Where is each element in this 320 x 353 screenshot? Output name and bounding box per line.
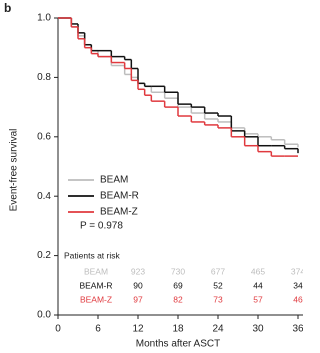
risk-count: 465 xyxy=(251,266,265,276)
legend-label: BEAM-R xyxy=(100,191,139,202)
x-tick-label: 12 xyxy=(132,324,144,335)
risk-count: 97 xyxy=(133,294,143,304)
risk-count: 374 xyxy=(291,266,303,276)
risk-count: 46 xyxy=(293,294,303,304)
risk-row-label: BEAM-R xyxy=(79,280,112,290)
y-tick-label: 1.0 xyxy=(37,13,51,24)
risk-count: 34 xyxy=(293,280,303,290)
x-tick-label: 24 xyxy=(212,324,224,335)
y-tick-label: 0.2 xyxy=(37,250,51,261)
y-tick-label: 0.8 xyxy=(37,72,51,83)
risk-row-label: BEAM xyxy=(84,266,108,276)
chart: b Event-free survival Months after ASCT … xyxy=(4,1,303,350)
risk-row-label: BEAM-Z xyxy=(80,294,112,304)
panel-label: b xyxy=(4,1,11,15)
y-tick-label: 0.0 xyxy=(37,310,51,321)
risk-count: 923 xyxy=(131,266,145,276)
risk-count: 57 xyxy=(253,294,263,304)
risk-count: 73 xyxy=(213,294,223,304)
x-tick-label: 18 xyxy=(172,324,184,335)
risk-count: 730 xyxy=(171,266,185,276)
legend-label: BEAM xyxy=(100,175,128,186)
risk-count: 677 xyxy=(211,266,225,276)
x-axis-label: Months after ASCT xyxy=(136,339,220,350)
y-tick-label: 0.6 xyxy=(37,131,51,142)
risk-count: 44 xyxy=(253,280,263,290)
x-tick-label: 0 xyxy=(55,324,61,335)
risk-table-title: Patients at risk xyxy=(64,250,120,260)
x-tick-label: 6 xyxy=(95,324,101,335)
y-axis-label: Event-free survival xyxy=(9,129,20,212)
x-tick-label: 30 xyxy=(252,324,264,335)
legend-label: BEAM-Z xyxy=(100,207,138,218)
risk-count: 52 xyxy=(213,280,223,290)
x-tick-label: 36 xyxy=(292,324,303,335)
risk-count: 69 xyxy=(173,280,183,290)
risk-count: 82 xyxy=(173,294,183,304)
y-tick-label: 0.4 xyxy=(37,191,51,202)
p-value: P = 0.978 xyxy=(80,221,123,232)
risk-count: 90 xyxy=(133,280,143,290)
